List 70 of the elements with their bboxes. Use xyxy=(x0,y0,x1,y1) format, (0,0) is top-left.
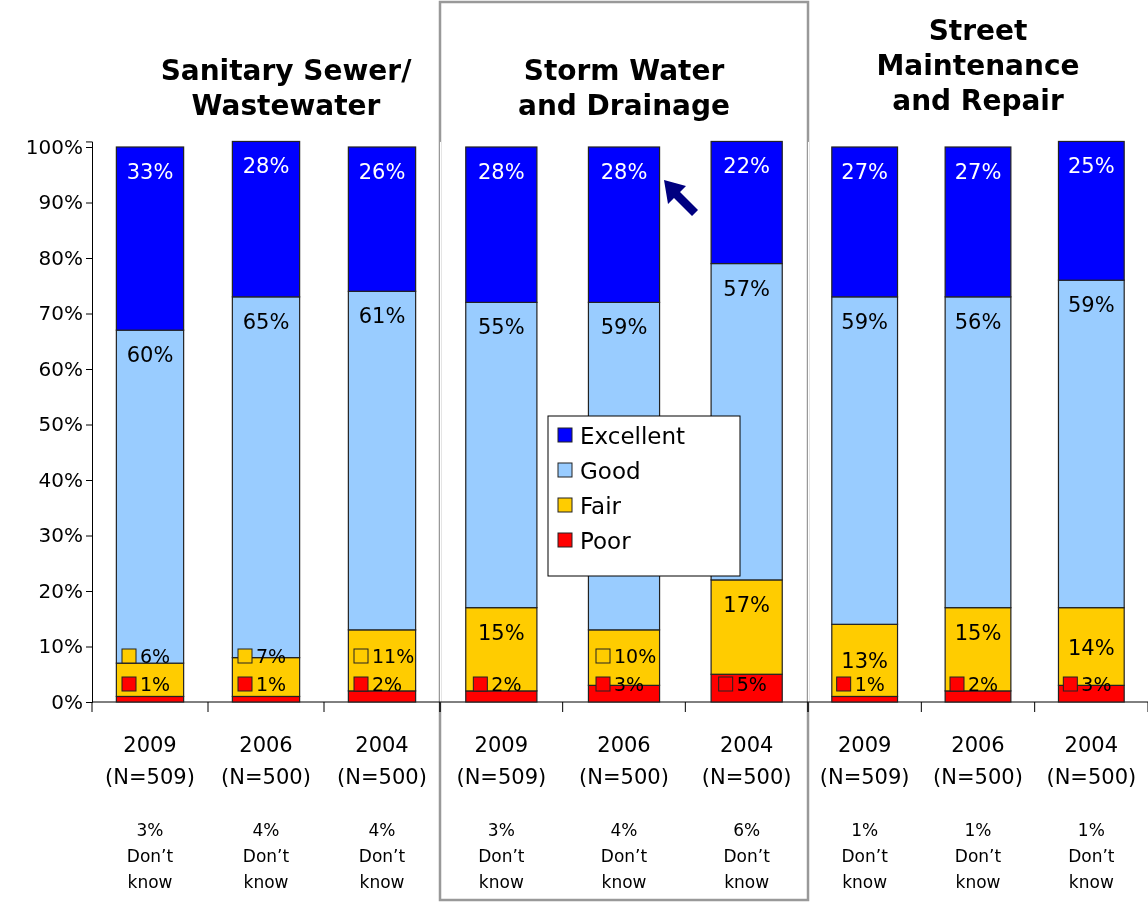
legend-label: Fair xyxy=(580,493,622,519)
y-tick-label: 80% xyxy=(38,245,83,270)
x-tick-label: 2009 (N=509) xyxy=(819,733,910,789)
y-tick-label: 20% xyxy=(38,578,83,603)
data-label: 59% xyxy=(1067,293,1115,318)
data-label: 28% xyxy=(242,154,290,179)
x-tick-label: 2006 (N=500) xyxy=(221,733,311,789)
data-label: 5% xyxy=(736,673,767,695)
y-tick-label: 100% xyxy=(25,134,83,159)
chart-title: Street Maintenance and Repair xyxy=(876,14,1080,117)
y-tick-label: 0% xyxy=(51,689,83,714)
text: 1% Don’t know xyxy=(841,820,889,892)
text: 3% Don’t know xyxy=(126,820,174,892)
data-label: 11% xyxy=(372,645,415,667)
data-label: 15% xyxy=(477,620,525,645)
x-tick-label: 2006 (N=500) xyxy=(579,733,669,789)
data-label: 59% xyxy=(600,315,648,340)
chart-title: Storm Water and Drainage xyxy=(517,54,731,122)
data-label: 26% xyxy=(358,160,406,184)
data-label: 22% xyxy=(723,154,771,179)
text: 6% Don’t know xyxy=(723,820,771,892)
data-label: 27% xyxy=(954,160,1002,184)
data-label: 55% xyxy=(477,315,525,340)
data-label: 33% xyxy=(126,160,174,184)
data-label: 65% xyxy=(242,309,290,334)
data-label: 13% xyxy=(841,649,889,674)
data-label: 1% xyxy=(256,673,287,695)
data-label: 2% xyxy=(968,673,999,695)
x-tick-label: 2004 (N=500) xyxy=(1046,733,1137,789)
y-tick-label: 30% xyxy=(38,523,83,548)
y-tick-label: 60% xyxy=(38,356,83,381)
text: 4% Don’t know xyxy=(600,820,648,892)
data-label: 57% xyxy=(723,276,771,301)
text: 4% Don’t know xyxy=(358,820,406,892)
x-tick-label: 2009 (N=509) xyxy=(456,733,547,789)
y-tick-label: 40% xyxy=(38,467,83,492)
x-tick-label: 2004 (N=500) xyxy=(337,733,427,789)
data-label: 2% xyxy=(491,673,522,695)
y-tick-label: 90% xyxy=(38,190,83,215)
y-tick-label: 10% xyxy=(38,634,83,659)
data-label: 59% xyxy=(841,309,889,334)
legend-label: Excellent xyxy=(580,423,686,449)
data-label: 14% xyxy=(1067,635,1115,660)
chart-title: Sanitary Sewer/ Wastewater xyxy=(160,54,413,122)
data-label: 10% xyxy=(614,645,657,667)
data-label: 2% xyxy=(372,673,403,695)
data-label: 28% xyxy=(600,160,648,184)
data-label: 15% xyxy=(954,620,1002,645)
x-tick-label: 2004 (N=500) xyxy=(701,733,792,789)
x-tick-label: 2006 (N=500) xyxy=(933,733,1023,789)
legend-label: Poor xyxy=(580,528,632,554)
data-label: 17% xyxy=(723,592,771,617)
legend-label: Good xyxy=(580,458,641,484)
y-tick-label: 50% xyxy=(38,412,83,437)
y-tick-label: 70% xyxy=(38,301,83,326)
data-label: 28% xyxy=(477,160,525,184)
data-label: 25% xyxy=(1067,154,1115,179)
data-label: 1% xyxy=(140,673,171,695)
data-label: 1% xyxy=(854,673,885,695)
data-label: 60% xyxy=(126,343,174,368)
data-label: 7% xyxy=(256,645,287,667)
x-tick-label: 2009 (N=509) xyxy=(105,733,195,789)
data-label: 27% xyxy=(841,160,889,184)
data-label: 56% xyxy=(954,309,1002,334)
text: 1% Don’t know xyxy=(954,820,1002,892)
data-label: 61% xyxy=(358,304,406,329)
text: 1% Don’t know xyxy=(1068,820,1115,892)
data-label: 6% xyxy=(140,645,171,667)
text: 4% Don’t know xyxy=(242,820,290,892)
text: 3% Don’t know xyxy=(478,820,525,892)
